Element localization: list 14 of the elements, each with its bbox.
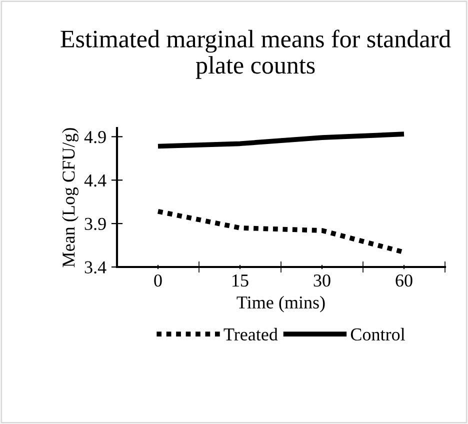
x-tick-label: 60 xyxy=(396,274,412,287)
y-tick-label: 4.9 xyxy=(84,130,106,144)
chart-title: Estimated marginal means for standard plate counts xyxy=(60,30,451,79)
y-tick-label: 3.4 xyxy=(84,261,106,274)
y-axis-title: Mean (Log CFU/g) xyxy=(62,128,78,268)
legend-label: Treated xyxy=(224,328,278,341)
y-tick-label: 3.9 xyxy=(84,218,106,230)
line-series xyxy=(156,132,406,149)
legend-label: Control xyxy=(350,328,405,341)
y-tick-label: 4.4 xyxy=(84,174,106,187)
x-tick-label: 0 xyxy=(154,274,162,287)
x-axis-title: Time (mins) xyxy=(236,296,325,312)
x-tick-label: 30 xyxy=(314,274,330,287)
x-tick-label: 15 xyxy=(232,274,248,287)
